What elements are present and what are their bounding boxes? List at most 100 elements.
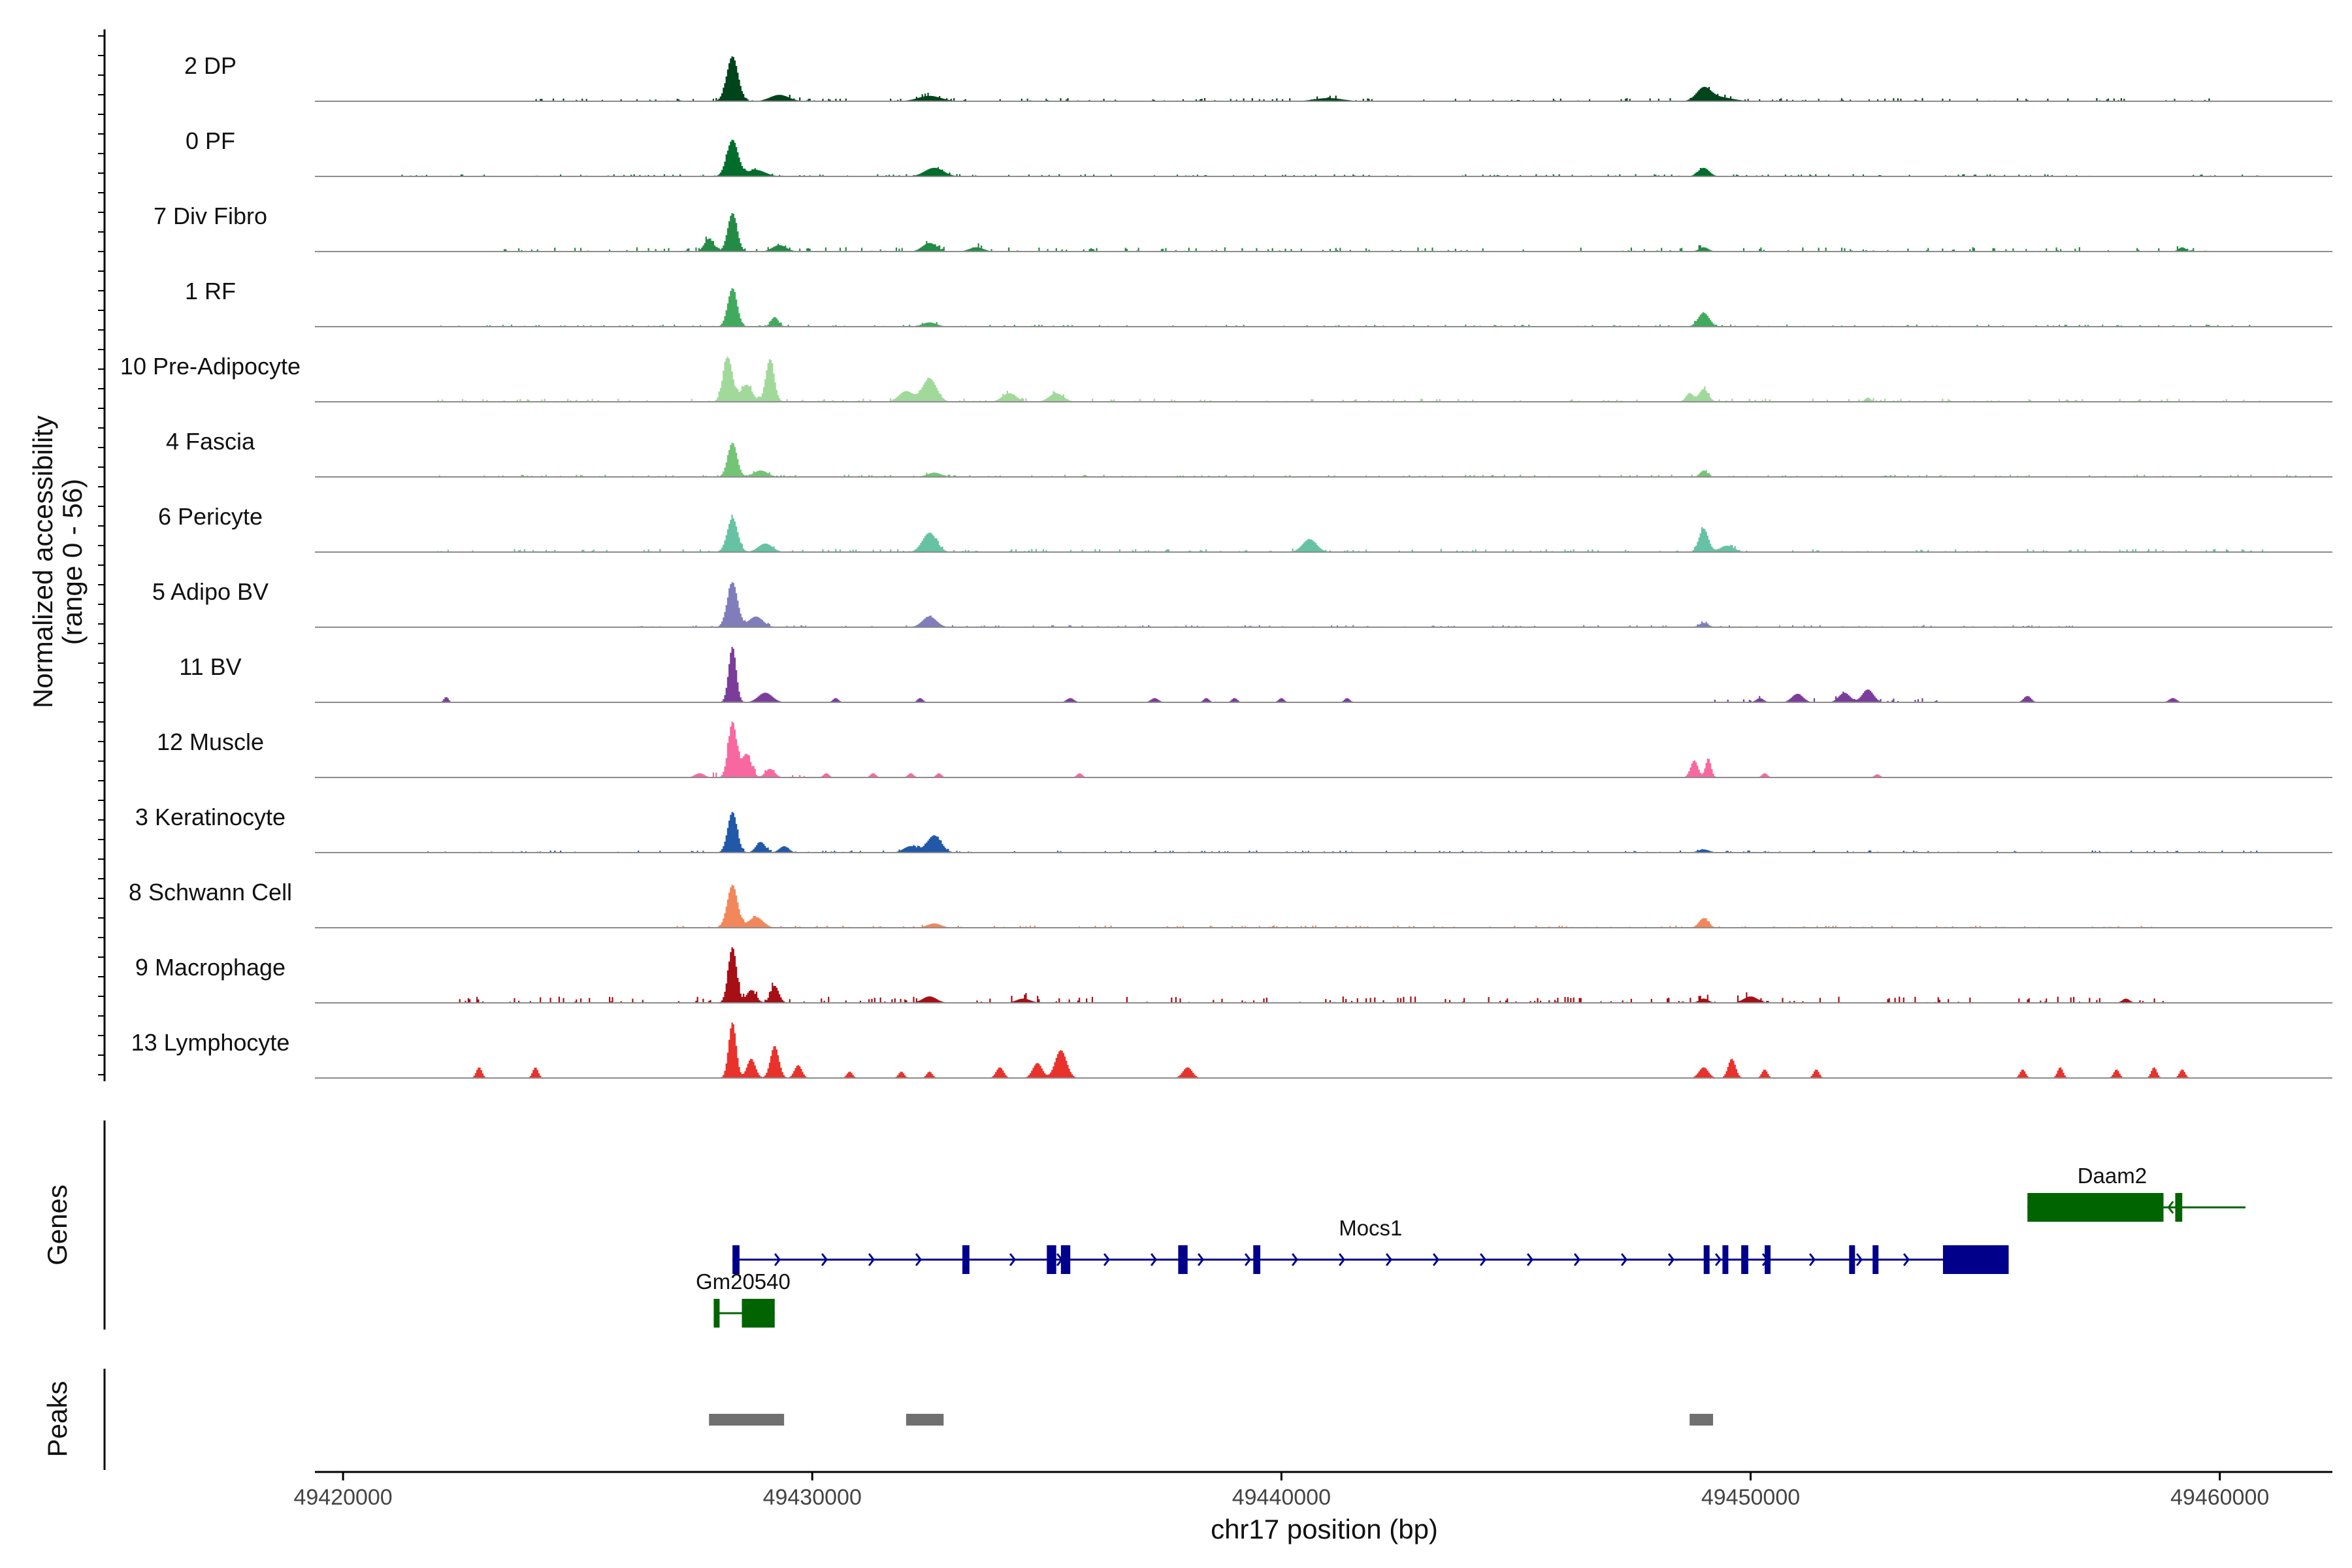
- gene-exon: [1765, 1245, 1771, 1274]
- x-tick-label: 49420000: [293, 1485, 392, 1510]
- gene-exon: [1253, 1245, 1261, 1274]
- gene-exon: [1722, 1245, 1729, 1274]
- accessibility-area: [315, 514, 2332, 552]
- track-1-rf: 1 RF: [185, 278, 2332, 327]
- peak-region: [709, 1414, 785, 1426]
- track-label: 3 Keratinocyte: [135, 804, 286, 830]
- y-axis-title-line2: (range 0 - 56): [57, 479, 88, 645]
- track-6-pericyte: 6 Pericyte: [158, 503, 2332, 553]
- accessibility-area: [315, 721, 2332, 777]
- x-tick-label: 49460000: [2170, 1485, 2269, 1510]
- strand-arrow: [1479, 1253, 1487, 1266]
- strand-arrow: [1150, 1253, 1158, 1266]
- x-tick-label: 49450000: [1701, 1485, 1800, 1510]
- track-label: 2 DP: [184, 52, 237, 79]
- strand-arrow: [2167, 1201, 2174, 1214]
- track-4-fascia: 4 Fascia: [166, 428, 2332, 478]
- x-tick-label: 49430000: [763, 1485, 862, 1510]
- accessibility-tracks: 2 DP 0 PF 7 Div Fibro 1 RF 10 Pre-Adipocyte 4…: [120, 52, 2332, 1079]
- track-label: 8 Schwann Cell: [129, 879, 292, 906]
- track-label: 6 Pericyte: [158, 503, 263, 530]
- track-0-pf: 0 PF: [186, 127, 2332, 177]
- gene-label: Daam2: [2078, 1164, 2147, 1188]
- gene-exon: [1741, 1245, 1748, 1274]
- track-8-schwann-cell: 8 Schwann Cell: [129, 879, 2332, 928]
- gene-label: Gm20540: [696, 1269, 791, 1294]
- gene-exon: [962, 1245, 970, 1274]
- gene-daam2: Daam2: [2027, 1164, 2246, 1222]
- gene-gm20540: Gm20540: [696, 1269, 791, 1328]
- strand-arrow: [1244, 1253, 1252, 1266]
- strand-arrow: [1291, 1253, 1299, 1266]
- gene-label: Mocs1: [1339, 1216, 1402, 1240]
- strand-arrow: [1009, 1253, 1017, 1266]
- track-9-macrophage: 9 Macrophage: [135, 947, 2332, 1004]
- accessibility-area: [315, 139, 2332, 176]
- gene-annotations: Mocs1 Daam2 Gm20540: [696, 1164, 2246, 1328]
- accessibility-area: [315, 288, 2332, 327]
- strand-arrow: [1197, 1253, 1205, 1266]
- strand-arrow: [1103, 1253, 1111, 1266]
- peak-region: [906, 1414, 944, 1426]
- gene-exon: [1703, 1245, 1710, 1274]
- accessibility-area: [315, 582, 2332, 627]
- gene-exon: [1849, 1245, 1855, 1274]
- peak-region: [1690, 1414, 1714, 1426]
- track-12-muscle: 12 Muscle: [157, 721, 2332, 778]
- track-label: 12 Muscle: [157, 728, 264, 755]
- accessibility-area: [315, 811, 2332, 853]
- strand-arrow: [868, 1253, 875, 1266]
- accessibility-area: [315, 213, 2332, 252]
- strand-arrow: [1714, 1253, 1722, 1266]
- track-label: 5 Adipo BV: [152, 578, 269, 605]
- gene-exon: [742, 1299, 775, 1328]
- track-label: 10 Pre-Adipocyte: [120, 353, 301, 380]
- track-10-pre-adipocyte: 10 Pre-Adipocyte: [120, 353, 2332, 402]
- track-5-adipo-bv: 5 Adipo BV: [152, 578, 2332, 628]
- gene-mocs1: Mocs1: [732, 1216, 2009, 1274]
- accessibility-area: [315, 56, 2332, 101]
- accessibility-area: [315, 356, 2332, 402]
- track-label: 1 RF: [185, 278, 236, 304]
- strand-arrow: [1667, 1253, 1675, 1266]
- track-label: 11 BV: [179, 653, 241, 680]
- gene-exon: [1060, 1245, 1071, 1274]
- track-label: 0 PF: [186, 127, 235, 154]
- y-axis-title-line1: Normalized accessibility: [27, 416, 58, 708]
- track-13-lymphocyte: 13 Lymphocyte: [131, 1022, 2332, 1079]
- accessibility-area: [315, 885, 2332, 928]
- x-axis-ticks: 49420000 49430000 49440000 49450000 49460000: [293, 1472, 2269, 1510]
- track-label: 4 Fascia: [166, 428, 255, 455]
- gene-exon: [2027, 1193, 2164, 1222]
- strand-arrow: [1432, 1253, 1440, 1266]
- peak-regions: [709, 1414, 1714, 1426]
- track-label: 7 Div Fibro: [154, 203, 267, 229]
- track-11-bv: 11 BV: [179, 647, 2332, 703]
- gene-exon: [1872, 1245, 1879, 1274]
- gene-exon: [1942, 1245, 2009, 1274]
- strand-arrow: [774, 1253, 781, 1266]
- gene-exon: [2175, 1193, 2183, 1222]
- track-label: 13 Lymphocyte: [131, 1029, 290, 1056]
- strand-arrow: [1573, 1253, 1581, 1266]
- strand-arrow: [1855, 1253, 1863, 1266]
- y-axis-ticks: [98, 35, 105, 1075]
- accessibility-area: [315, 647, 2332, 702]
- gene-exon: [1047, 1245, 1056, 1274]
- peaks-panel-title: Peaks: [42, 1381, 73, 1458]
- accessibility-area: [315, 1022, 2332, 1078]
- strand-arrow: [915, 1253, 923, 1266]
- track-2-dp: 2 DP: [184, 52, 2332, 102]
- accessibility-area: [315, 947, 2332, 1003]
- gene-exon: [713, 1299, 720, 1328]
- gene-exon: [1178, 1245, 1188, 1274]
- strand-arrow: [1903, 1253, 1910, 1266]
- accessibility-area: [315, 442, 2332, 477]
- strand-arrow: [1385, 1253, 1393, 1266]
- track-7-div-fibro: 7 Div Fibro: [154, 203, 2332, 252]
- x-tick-label: 49440000: [1232, 1485, 1331, 1510]
- strand-arrow: [1808, 1253, 1816, 1266]
- strand-arrow: [821, 1253, 828, 1266]
- strand-arrow: [1620, 1253, 1628, 1266]
